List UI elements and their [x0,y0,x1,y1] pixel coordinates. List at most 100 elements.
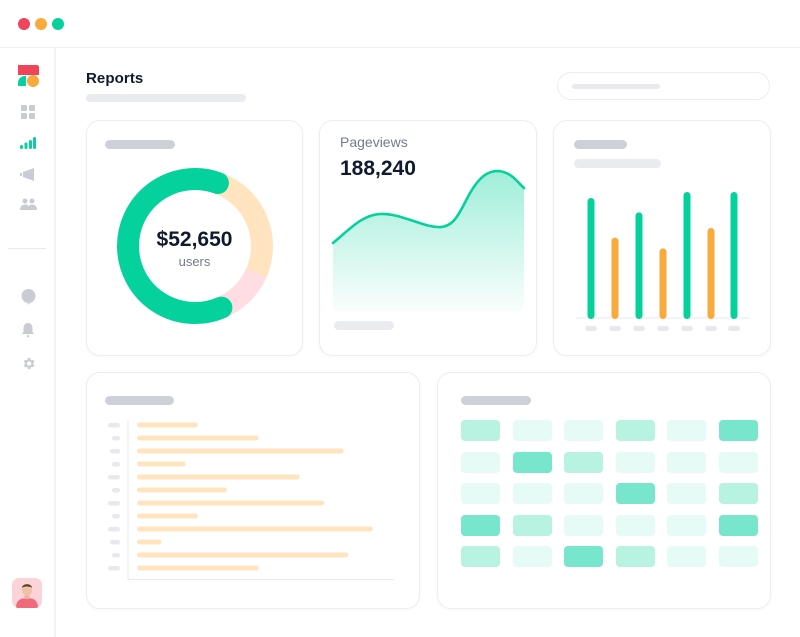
pageviews-footer-placeholder [334,321,394,330]
area-fill [333,171,524,311]
y-tick-label-placeholder [108,501,120,506]
pageviews-label: Pageviews [340,134,408,150]
page-subtitle-placeholder [86,94,246,102]
horizontal-bar-card [86,372,420,609]
hbar [137,552,349,558]
y-tick-label-placeholder [108,423,120,428]
donut-center-text: $52,650 users [87,228,302,269]
y-tick-label-placeholder [112,462,120,467]
bar [611,237,619,319]
users-donut-card: $52,650 users [86,120,303,356]
heatmap-cell [461,515,500,536]
hbar [137,448,344,454]
users-icon [19,198,37,210]
area-line [331,169,526,245]
sidebar-item-reports[interactable] [18,133,38,153]
heatmap-cell [564,483,603,504]
bar [683,192,691,319]
heatmap-cell [667,546,706,567]
y-tick-label-placeholder [108,566,120,571]
pageviews-card: Pageviews 188,240 [319,120,537,356]
window-titlebar [0,0,800,48]
vertical-bar-chart [576,192,750,331]
minimize-window-button[interactable] [35,18,47,30]
heatmap-cell [667,483,706,504]
card-title-placeholder [105,140,175,149]
gear-icon [23,357,34,369]
brand-logo[interactable] [14,62,42,90]
close-window-button[interactable] [18,18,30,30]
heatmap-cell [564,420,603,441]
page-title: Reports [86,70,144,87]
y-tick-label-placeholder [112,488,120,493]
heatmap-cell [461,420,500,441]
donut-value: $52,650 [156,228,233,251]
megaphone-icon [20,167,34,181]
hbar [137,539,162,545]
donut-chart [117,168,273,324]
heatmap-cell [513,515,552,536]
heatmap-cell [564,515,603,536]
card-title-placeholder [574,140,627,149]
user-avatar[interactable] [12,578,42,608]
x-tick-label-placeholder [681,326,693,331]
heatmap-cell [719,420,758,441]
x-tick-label-placeholder [705,326,717,331]
heatmap-cell [719,515,758,536]
heatmap-cell [616,452,655,473]
sidebar-item-notifications[interactable] [18,320,38,340]
heatmap-grid [461,420,758,567]
sidebar-item-team[interactable] [18,194,38,214]
hbar [137,526,373,532]
hbar [137,435,259,441]
bar [730,192,738,319]
y-tick-label-placeholder [110,449,120,454]
maximize-window-button[interactable] [52,18,64,30]
hbar [137,461,186,467]
hbar [137,487,227,493]
y-tick-label-placeholder [110,540,120,545]
bar [587,198,595,319]
hbar [137,513,198,519]
heatmap-cell [616,483,655,504]
sidebar-item-dashboard[interactable] [18,102,38,122]
sidebar-item-messages[interactable] [18,287,38,307]
heatmap-cell [616,546,655,567]
heatmap-cell [719,483,758,504]
logo-icon [18,65,39,87]
heatmap-cell [564,546,603,567]
bar-chart-card [553,120,771,356]
y-tick-label-placeholder [112,436,120,441]
bar [659,248,667,319]
sidebar-item-campaigns[interactable] [18,164,38,184]
y-tick-label-placeholder [112,514,120,519]
horizontal-bar-chart [108,421,394,581]
heatmap-cell [513,452,552,473]
sidebar-item-settings[interactable] [18,353,38,373]
x-tick-label-placeholder [609,326,621,331]
donut-segment-segment-1 [117,168,233,324]
heatmap-cell [667,515,706,536]
y-tick-label-placeholder [108,475,120,480]
heatmap-cell [616,515,655,536]
bar [707,228,715,319]
x-tick-label-placeholder [657,326,669,331]
pageviews-area-chart [331,169,526,311]
hbar [137,422,198,428]
heatmap-cell [564,452,603,473]
heatmap-cell [513,420,552,441]
x-tick-label-placeholder [633,326,645,331]
card-title-placeholder [461,396,531,405]
heatmap-cell [719,452,758,473]
heatmap-cell [513,546,552,567]
bar [635,212,643,319]
bar-signal-icon [20,137,36,149]
dashboard-grid-icon [21,105,35,119]
hbar [137,474,300,480]
search-input[interactable] [557,72,770,100]
sidebar [0,48,56,637]
heatmap-card [437,372,771,609]
hbar [137,500,325,506]
sidebar-divider [8,248,46,249]
y-tick-label-placeholder [112,553,120,558]
